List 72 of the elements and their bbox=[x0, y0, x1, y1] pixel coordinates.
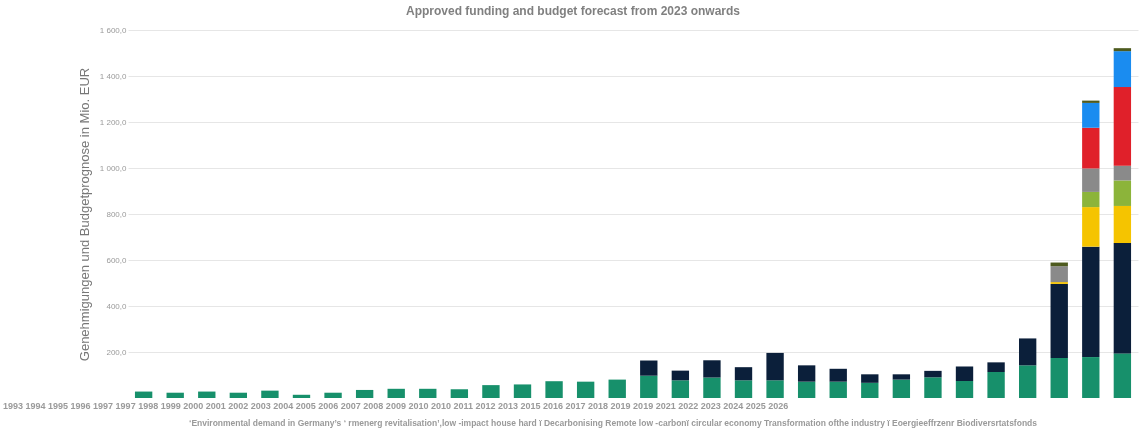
bar bbox=[1113, 51, 1132, 88]
bar bbox=[1082, 102, 1100, 128]
bar bbox=[198, 391, 216, 398]
bar bbox=[955, 366, 974, 381]
text: 1993 1994 1995 1996 1997 1997 1998 1999 2000 2001 2002 2003 2004 2005 2006 2007 2008 2009 2010 2010 2011 2012 2013 2015 2016 2017 2018 2019 2019 2021 2022 2023 2024 2025 2026 bbox=[3, 401, 789, 411]
bar bbox=[292, 394, 311, 398]
y-tick-label: 1 400,0 bbox=[99, 71, 128, 81]
y-tick-label: 1 600,0 bbox=[99, 25, 128, 35]
bar bbox=[671, 370, 690, 381]
y-tick-label: 800,0 bbox=[106, 209, 128, 219]
y-axis-title: Genehmigungen und Budgetprognose in Mio. EUR bbox=[76, 67, 92, 362]
bar bbox=[829, 381, 847, 398]
bar bbox=[482, 385, 500, 398]
bar bbox=[1082, 207, 1100, 247]
bar bbox=[261, 390, 279, 398]
bar bbox=[1082, 127, 1100, 169]
bar bbox=[1113, 242, 1132, 354]
bar bbox=[892, 374, 911, 380]
bar bbox=[355, 389, 374, 398]
bar bbox=[1018, 338, 1037, 366]
bar bbox=[861, 382, 879, 398]
bar bbox=[797, 381, 816, 398]
bar bbox=[545, 381, 563, 398]
bar bbox=[1082, 357, 1100, 398]
bar bbox=[671, 380, 690, 398]
bar bbox=[576, 381, 595, 398]
bar bbox=[861, 374, 879, 383]
bar bbox=[387, 388, 405, 398]
bar bbox=[892, 379, 911, 398]
bar bbox=[640, 375, 658, 398]
y-tick-label: 200,0 bbox=[106, 347, 128, 357]
bar bbox=[1113, 165, 1132, 181]
bar bbox=[1113, 180, 1132, 206]
bar bbox=[513, 384, 532, 398]
bar bbox=[1113, 205, 1132, 243]
bar bbox=[324, 392, 342, 398]
bar bbox=[608, 379, 626, 398]
y-tick-label: 600,0 bbox=[106, 255, 128, 265]
bar bbox=[987, 362, 1005, 373]
bar bbox=[1050, 283, 1068, 358]
bar bbox=[766, 380, 784, 398]
bar bbox=[1113, 353, 1132, 398]
bar bbox=[134, 391, 153, 398]
bar bbox=[987, 372, 1005, 398]
bar bbox=[419, 388, 437, 398]
bar bbox=[734, 380, 753, 398]
bar bbox=[797, 365, 816, 382]
y-tick-label: 1 200,0 bbox=[99, 117, 128, 127]
bar bbox=[829, 368, 847, 382]
bar bbox=[766, 352, 784, 381]
bar bbox=[703, 360, 721, 378]
bar bbox=[703, 377, 721, 398]
bar bbox=[1050, 357, 1068, 398]
y-tick-label: 1 000,0 bbox=[99, 163, 128, 173]
bar bbox=[924, 370, 942, 378]
bar bbox=[1082, 168, 1100, 192]
bar bbox=[229, 392, 248, 398]
bar bbox=[734, 367, 753, 381]
bar bbox=[924, 377, 942, 398]
bar bbox=[1018, 365, 1037, 398]
bar bbox=[955, 380, 974, 398]
bar bbox=[450, 389, 469, 398]
bar bbox=[1082, 191, 1100, 208]
bar bbox=[640, 360, 658, 376]
bar bbox=[1050, 266, 1068, 283]
chart-title: Approved funding and budget forecast from 2023 onwards bbox=[405, 4, 741, 18]
bar bbox=[1113, 87, 1132, 166]
bar bbox=[166, 392, 184, 398]
bar bbox=[1113, 48, 1132, 52]
y-tick-label: 400,0 bbox=[106, 301, 128, 311]
text: ‘Environmental demand in Germany’s ‘ rmenerg revitalisation’,low -impact house hard ï Decarbonising Remote low -carbonï circular economy Transformation ofthe industry ï Eoergieeffrzenr Biodiversrtatsfonds bbox=[189, 418, 1038, 428]
bar bbox=[1082, 246, 1100, 358]
